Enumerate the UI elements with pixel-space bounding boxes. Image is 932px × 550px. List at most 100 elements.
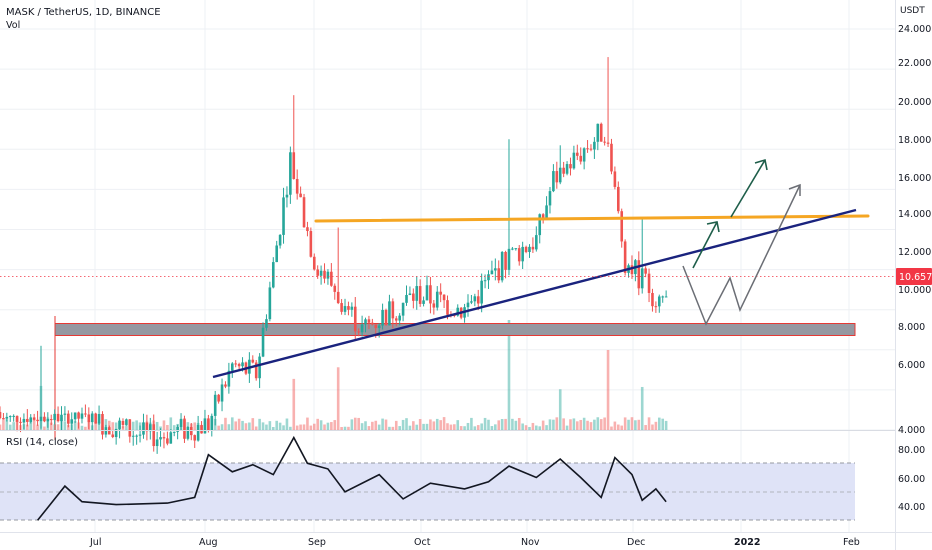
volume-bar bbox=[480, 423, 483, 430]
volume-bar bbox=[456, 420, 460, 430]
volume-bar bbox=[248, 422, 251, 430]
volume-bar bbox=[381, 418, 384, 430]
candle-body bbox=[77, 412, 80, 419]
volume-bar bbox=[323, 424, 326, 430]
last-price-label: 10.657 bbox=[899, 272, 932, 283]
volume-bar bbox=[391, 426, 395, 430]
volume-bar bbox=[524, 425, 528, 430]
candle-body bbox=[435, 291, 439, 308]
volume-bar bbox=[162, 420, 166, 430]
rsi-pane[interactable]: RSI (14, close) bbox=[0, 430, 895, 521]
candle-body bbox=[473, 296, 477, 302]
volume-bar bbox=[12, 422, 15, 430]
volume-bar bbox=[316, 418, 319, 430]
volume-bar bbox=[336, 367, 340, 430]
time-label-aug: Aug bbox=[199, 537, 218, 548]
volume-bar bbox=[217, 425, 220, 430]
candle-body bbox=[623, 241, 627, 273]
volume-bar bbox=[494, 424, 497, 430]
candle-body bbox=[29, 417, 33, 422]
candle-body bbox=[593, 141, 596, 150]
candle-body bbox=[664, 296, 668, 298]
candle-body bbox=[162, 437, 166, 439]
volume-bar bbox=[613, 421, 617, 430]
candle-body bbox=[176, 426, 179, 432]
price-tick: 12.000 bbox=[898, 247, 931, 258]
volume-bar bbox=[330, 422, 333, 430]
volume-bar bbox=[572, 418, 576, 430]
price-pane[interactable] bbox=[0, 0, 895, 532]
candle-body bbox=[640, 268, 644, 289]
volume-bar bbox=[552, 419, 555, 430]
candle-body bbox=[504, 251, 507, 270]
price-tick: 8.000 bbox=[898, 322, 925, 333]
candle-body bbox=[278, 234, 282, 246]
volume-bar bbox=[569, 419, 572, 430]
candle-body bbox=[654, 306, 658, 308]
candle-body bbox=[579, 155, 583, 162]
bullish-arrow-short bbox=[692, 221, 718, 269]
volume-bar bbox=[634, 420, 637, 430]
volume-bar bbox=[237, 418, 241, 430]
volume-bar bbox=[227, 424, 231, 430]
projected-path-arrowhead-icon bbox=[788, 183, 801, 196]
volume-bar bbox=[412, 421, 415, 430]
candle-body bbox=[432, 303, 436, 308]
candle-body bbox=[159, 437, 162, 440]
volume-bar bbox=[271, 426, 275, 430]
candle-body bbox=[350, 306, 354, 310]
candle-body bbox=[63, 413, 67, 415]
time-axis[interactable]: Jul Aug Sep Oct Nov Dec 2022 Feb bbox=[89, 537, 860, 548]
volume-bar bbox=[104, 419, 108, 430]
candle-body bbox=[19, 421, 22, 423]
volume-bar bbox=[541, 420, 545, 430]
candle-body bbox=[412, 293, 415, 301]
price-tick: 22.000 bbox=[898, 58, 931, 69]
candle-body bbox=[230, 363, 234, 371]
candle-body bbox=[657, 296, 661, 307]
volume-bar bbox=[418, 419, 422, 430]
candle-body bbox=[251, 359, 255, 363]
volume-bar bbox=[401, 419, 405, 430]
candle-body bbox=[316, 269, 319, 276]
candle-body bbox=[336, 291, 340, 304]
rsi-tick: 40.00 bbox=[898, 502, 925, 513]
candle-body bbox=[418, 286, 422, 304]
volume-bar bbox=[429, 419, 432, 430]
volume-bar bbox=[94, 421, 97, 430]
candle-body bbox=[394, 318, 398, 321]
candle-body bbox=[442, 294, 446, 301]
candle-body bbox=[213, 394, 217, 416]
candle-body bbox=[80, 413, 84, 419]
volume-bar bbox=[640, 386, 644, 430]
candle-body bbox=[49, 419, 53, 421]
candle-body bbox=[517, 248, 521, 262]
volume-bar bbox=[504, 418, 507, 430]
candle-body bbox=[97, 413, 101, 424]
candle-body bbox=[651, 292, 654, 307]
candle-body bbox=[220, 384, 224, 402]
volume-bar bbox=[261, 422, 265, 430]
price-axis[interactable]: USDT 24.000 22.000 20.000 18.000 16.000 … bbox=[896, 6, 932, 513]
time-label-jul: Jul bbox=[89, 537, 101, 548]
candle-body bbox=[620, 211, 624, 242]
volume-bar bbox=[620, 425, 624, 430]
candle-body bbox=[425, 285, 429, 301]
volume-bar bbox=[507, 320, 511, 430]
candle-body bbox=[258, 356, 261, 379]
candle-body bbox=[254, 362, 258, 379]
volume-bar bbox=[582, 417, 586, 430]
volume-bar bbox=[159, 426, 162, 430]
candle-body bbox=[131, 435, 135, 437]
candle-body bbox=[271, 262, 275, 288]
candle-body bbox=[193, 435, 197, 441]
candle-body bbox=[630, 265, 634, 275]
volume-bar bbox=[511, 418, 514, 430]
volume-bar bbox=[84, 426, 87, 430]
volume-bar bbox=[8, 424, 12, 430]
volume-bar bbox=[234, 421, 238, 430]
candle-body bbox=[306, 227, 309, 232]
candle-body bbox=[494, 268, 497, 271]
volume-bar bbox=[371, 421, 374, 430]
